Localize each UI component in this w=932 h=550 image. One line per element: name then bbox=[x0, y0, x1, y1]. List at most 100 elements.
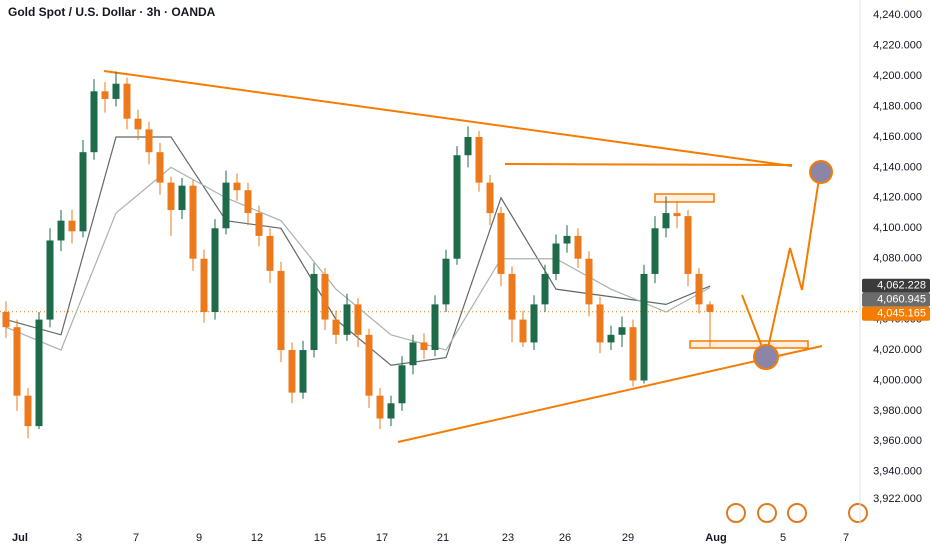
candle-body bbox=[376, 395, 384, 419]
candle-body bbox=[200, 258, 208, 312]
candle-body bbox=[673, 213, 681, 217]
candle-body bbox=[629, 327, 637, 381]
candle-body bbox=[442, 258, 450, 305]
y-tick-label: 4,080.000 bbox=[873, 253, 922, 265]
x-tick-label: 7 bbox=[133, 532, 139, 544]
candle-body bbox=[387, 403, 395, 419]
x-tick-label: Jul bbox=[12, 532, 28, 544]
candle-body bbox=[475, 136, 483, 183]
candle-body bbox=[178, 185, 186, 211]
x-tick-label: 3 bbox=[76, 532, 82, 544]
y-tick-label: 3,960.000 bbox=[873, 435, 922, 447]
candle-body bbox=[233, 182, 241, 191]
y-tick-label: 4,140.000 bbox=[873, 161, 922, 173]
zone-box bbox=[654, 193, 715, 203]
x-tick-label: 23 bbox=[502, 532, 514, 544]
price-label-box bbox=[862, 278, 930, 293]
candle-body bbox=[321, 273, 329, 320]
zone-box bbox=[689, 340, 809, 349]
y-tick-label: 3,940.000 bbox=[873, 466, 922, 478]
candle-body bbox=[596, 304, 604, 343]
projection-path bbox=[741, 171, 821, 361]
candle-body bbox=[497, 213, 505, 274]
candle-body bbox=[552, 243, 560, 274]
candle-body bbox=[13, 327, 21, 396]
candle-body bbox=[156, 152, 164, 183]
x-tick-label: 12 bbox=[251, 532, 263, 544]
candle-body bbox=[90, 91, 98, 153]
candle-body bbox=[607, 334, 615, 343]
chart-title: Gold Spot / U.S. Dollar · 3h · OANDA bbox=[8, 5, 216, 19]
x-tick-label: 26 bbox=[559, 532, 571, 544]
candle-body bbox=[585, 258, 593, 305]
candle-body bbox=[343, 304, 351, 335]
candle-body bbox=[618, 327, 626, 335]
candle-body bbox=[68, 220, 76, 232]
event-icon bbox=[757, 503, 777, 523]
x-tick-label: 17 bbox=[376, 532, 388, 544]
price-label: 4,060.945 bbox=[877, 294, 926, 306]
candle-body bbox=[244, 190, 252, 214]
price-label: 4,045.165 bbox=[877, 308, 926, 320]
y-tick-label: 4,120.000 bbox=[873, 192, 922, 204]
candle-body bbox=[486, 182, 494, 214]
candle-body bbox=[277, 270, 285, 351]
candle-body bbox=[145, 129, 153, 153]
y-tick-label: 3,922.000 bbox=[873, 493, 922, 505]
target-circle bbox=[809, 160, 833, 184]
x-tick-label: 29 bbox=[622, 532, 634, 544]
candle-body bbox=[640, 273, 648, 381]
candle-body bbox=[167, 182, 175, 211]
candle-body bbox=[453, 155, 461, 259]
candle-body bbox=[365, 334, 373, 396]
event-icon bbox=[726, 503, 746, 523]
event-icon bbox=[787, 503, 807, 523]
candle-body bbox=[35, 319, 43, 427]
x-tick-label: 7 bbox=[843, 532, 849, 544]
candle-body bbox=[706, 304, 714, 312]
price-label: 4,062.228 bbox=[877, 280, 926, 292]
x-tick-label: 21 bbox=[437, 532, 449, 544]
y-tick-label: 4,160.000 bbox=[873, 131, 922, 143]
candle-body bbox=[24, 395, 32, 427]
candle-body bbox=[530, 304, 538, 343]
candle-body bbox=[123, 83, 131, 119]
moving-average bbox=[5, 136, 711, 366]
candle-body bbox=[134, 118, 142, 130]
candle-body bbox=[266, 235, 274, 271]
candle-body bbox=[541, 273, 549, 305]
upper-trend-line bbox=[103, 70, 793, 167]
candle-body bbox=[79, 152, 87, 232]
candle-body bbox=[409, 342, 417, 366]
candle-body bbox=[464, 136, 472, 156]
moving-average bbox=[5, 166, 711, 351]
y-tick-label: 4,220.000 bbox=[873, 40, 922, 52]
y-tick-label: 4,180.000 bbox=[873, 100, 922, 112]
x-tick-label: 9 bbox=[196, 532, 202, 544]
candle-body bbox=[651, 228, 659, 274]
y-tick-label: 4,200.000 bbox=[873, 70, 922, 82]
candle-body bbox=[354, 304, 362, 335]
x-tick-label: Aug bbox=[705, 532, 726, 544]
candle-body bbox=[46, 240, 54, 320]
candle-body bbox=[101, 91, 109, 99]
x-tick-label: 15 bbox=[314, 532, 326, 544]
resistance-line bbox=[504, 163, 793, 166]
candle-body bbox=[332, 319, 340, 335]
candle-body bbox=[189, 185, 197, 259]
candle-body bbox=[431, 304, 439, 351]
candle-body bbox=[508, 273, 516, 320]
y-tick-label: 4,020.000 bbox=[873, 344, 922, 356]
candle-body bbox=[288, 350, 296, 393]
candle-body bbox=[563, 235, 571, 244]
drawings bbox=[103, 70, 833, 443]
lower-trend-line bbox=[397, 345, 823, 443]
y-tick-label: 4,240.000 bbox=[873, 9, 922, 21]
candle-body bbox=[420, 342, 428, 351]
candle-body bbox=[222, 182, 230, 229]
candle-body bbox=[255, 213, 263, 236]
candle-body bbox=[695, 273, 703, 305]
y-tick-label: 4,100.000 bbox=[873, 222, 922, 234]
